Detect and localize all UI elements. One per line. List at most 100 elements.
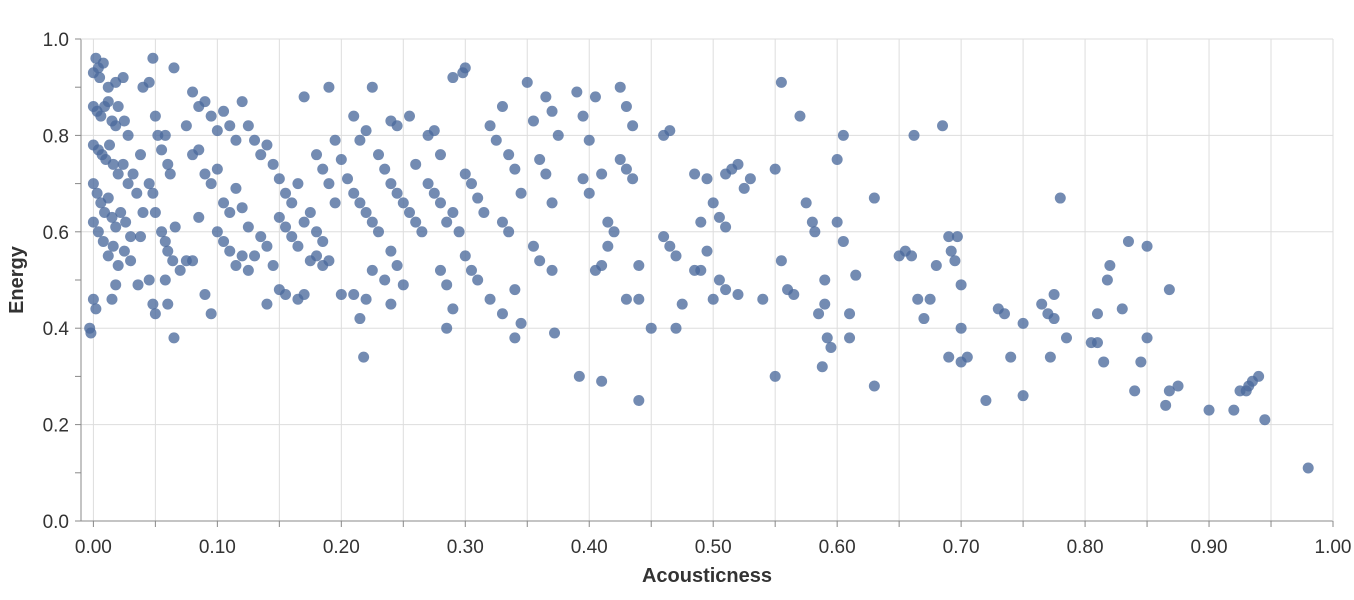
data-point — [379, 274, 391, 286]
data-point — [106, 211, 118, 223]
data-point — [670, 250, 682, 262]
data-point — [1005, 351, 1017, 363]
data-point — [249, 250, 261, 262]
data-point — [143, 178, 155, 190]
data-point — [236, 202, 248, 214]
data-point — [961, 351, 973, 363]
data-point — [1259, 414, 1271, 426]
data-point — [162, 158, 174, 170]
data-point — [311, 250, 323, 262]
data-point — [122, 178, 134, 190]
data-point — [503, 226, 515, 238]
data-point — [329, 197, 341, 209]
data-point — [112, 168, 124, 180]
data-point — [701, 245, 713, 257]
data-point — [94, 72, 106, 84]
data-point — [127, 168, 139, 180]
data-point — [447, 207, 459, 219]
data-point — [465, 178, 477, 190]
data-point — [385, 245, 397, 257]
data-point — [143, 76, 155, 88]
data-point — [608, 226, 620, 238]
data-point — [292, 240, 304, 252]
data-point — [156, 144, 168, 156]
data-point — [930, 260, 942, 272]
data-point — [1203, 404, 1215, 416]
data-point — [97, 235, 109, 247]
data-point — [627, 173, 639, 185]
x-tick-label: 0.30 — [447, 537, 484, 558]
data-point — [174, 264, 186, 276]
data-point — [354, 197, 366, 209]
data-point — [236, 250, 248, 262]
data-point — [509, 284, 521, 296]
data-point — [1048, 313, 1060, 325]
data-point — [90, 303, 102, 315]
data-point — [255, 149, 267, 161]
data-point — [391, 120, 403, 132]
data-point — [1141, 240, 1153, 252]
data-point — [664, 125, 676, 137]
data-point — [92, 226, 104, 238]
data-point — [156, 226, 168, 238]
data-point — [1098, 356, 1110, 368]
data-point — [633, 293, 645, 305]
data-point — [633, 260, 645, 272]
data-point — [788, 288, 800, 300]
data-point — [819, 298, 831, 310]
data-point — [447, 303, 459, 315]
data-point — [159, 235, 171, 247]
y-tick-label: 0.2 — [43, 416, 69, 437]
data-point — [831, 154, 843, 165]
data-point — [230, 134, 242, 146]
data-point — [707, 197, 719, 209]
data-point — [298, 91, 310, 103]
data-point — [373, 149, 385, 161]
data-point — [122, 129, 134, 141]
data-point — [1302, 462, 1314, 474]
data-point — [102, 96, 114, 108]
data-point — [732, 288, 744, 300]
data-point — [453, 226, 465, 238]
data-point — [85, 327, 97, 339]
data-point — [187, 255, 199, 267]
data-point — [149, 207, 161, 219]
data-point — [459, 62, 471, 74]
x-tick-label: 0.20 — [323, 537, 360, 558]
data-point — [211, 163, 223, 175]
data-point — [354, 134, 366, 146]
data-point — [292, 178, 304, 190]
data-point — [298, 216, 310, 228]
data-point — [844, 308, 856, 320]
data-point — [695, 216, 707, 228]
data-point — [416, 226, 428, 238]
data-point — [1172, 380, 1184, 392]
data-point — [385, 178, 397, 190]
data-point — [951, 231, 963, 243]
data-point — [1253, 370, 1265, 382]
x-tick-label: 0.50 — [695, 537, 732, 558]
data-point — [534, 255, 546, 267]
data-point — [317, 260, 329, 272]
data-point — [205, 308, 217, 320]
data-point — [230, 260, 242, 272]
data-point — [267, 158, 279, 170]
data-point — [149, 110, 161, 122]
data-point — [428, 125, 440, 137]
data-point — [918, 313, 930, 325]
data-point — [187, 86, 199, 98]
data-point — [546, 105, 558, 117]
data-point — [689, 168, 701, 180]
data-point — [317, 163, 329, 175]
data-point — [267, 260, 279, 272]
data-point — [205, 110, 217, 122]
data-point — [955, 279, 967, 291]
data-point — [912, 293, 924, 305]
data-point — [379, 163, 391, 175]
data-point — [159, 274, 171, 286]
data-point — [110, 221, 122, 233]
data-point — [546, 197, 558, 209]
data-point — [286, 231, 298, 243]
data-point — [620, 163, 632, 175]
y-axis-title: Energy — [6, 245, 28, 314]
